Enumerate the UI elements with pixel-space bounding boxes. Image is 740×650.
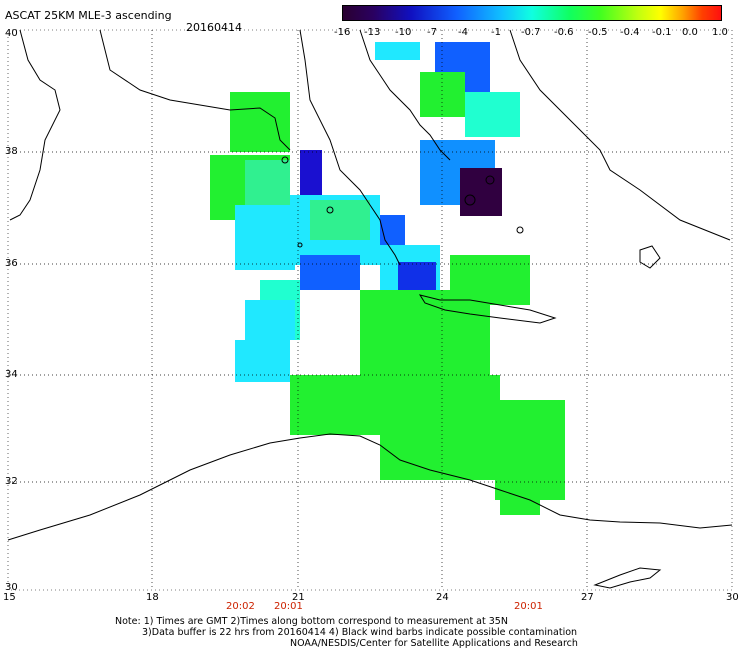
- lat-label: 38: [5, 146, 18, 157]
- colorbar-label: -0.1: [652, 27, 672, 38]
- swath-cell: [230, 92, 290, 152]
- lon-label: 21: [292, 592, 305, 603]
- lat-label: 40: [5, 28, 18, 39]
- swath-cell: [310, 200, 370, 240]
- swath-cell: [235, 340, 290, 382]
- lat-label: 36: [5, 258, 18, 269]
- colorbar-label: -4: [458, 27, 468, 38]
- colorbar-label: -10: [395, 27, 412, 38]
- colorbar-label: -1: [491, 27, 501, 38]
- swath-cell: [465, 92, 520, 137]
- colorbar: [342, 5, 722, 21]
- lat-label: 32: [5, 476, 18, 487]
- plot-frame: [7, 29, 733, 591]
- lon-label: 27: [581, 592, 594, 603]
- time-label: 20:02: [226, 601, 255, 612]
- time-label: 20:01: [274, 601, 303, 612]
- note-line-2: 3)Data buffer is 22 hrs from 20160414 4)…: [142, 627, 578, 638]
- swath-cell: [235, 205, 295, 270]
- colorbar-label: -0.4: [620, 27, 640, 38]
- colorbar-label: -16: [334, 27, 351, 38]
- lat-lon-grid: [8, 30, 732, 590]
- colorbar-label: -13: [364, 27, 381, 38]
- colorbar-label: -0.7: [521, 27, 541, 38]
- swath-cell: [360, 290, 490, 380]
- lat-label: 34: [5, 369, 18, 380]
- colorbar-label: 0.0: [682, 27, 698, 38]
- product-date: 20160414: [186, 21, 242, 34]
- swath-cell: [375, 42, 420, 60]
- lon-label: 30: [726, 592, 739, 603]
- swath-cell: [398, 262, 436, 290]
- product-title: ASCAT 25KM MLE-3 ascending: [5, 9, 172, 22]
- time-label: 20:01: [514, 601, 543, 612]
- lon-label: 15: [3, 592, 16, 603]
- swath-cell: [300, 255, 360, 290]
- coastlines: [7, 29, 733, 589]
- swath-cell: [495, 400, 565, 500]
- colorbar-label: -0.5: [588, 27, 608, 38]
- lon-label: 18: [146, 592, 159, 603]
- swath-cell: [245, 300, 295, 340]
- wind-data-swaths: [210, 42, 565, 515]
- note-line-3: NOAA/NESDIS/Center for Satellite Applica…: [290, 638, 578, 649]
- swath-cell: [300, 150, 322, 195]
- lon-label: 24: [436, 592, 449, 603]
- swath-cell: [460, 168, 502, 216]
- note-line-1: Note: 1) Times are GMT 2)Times along bot…: [115, 616, 508, 627]
- swath-cell: [420, 72, 465, 117]
- lat-label: 30: [5, 582, 18, 593]
- colorbar-label: -7: [427, 27, 437, 38]
- colorbar-label: -0.6: [554, 27, 574, 38]
- swath-cell: [500, 495, 540, 515]
- colorbar-label: 1.0: [712, 27, 728, 38]
